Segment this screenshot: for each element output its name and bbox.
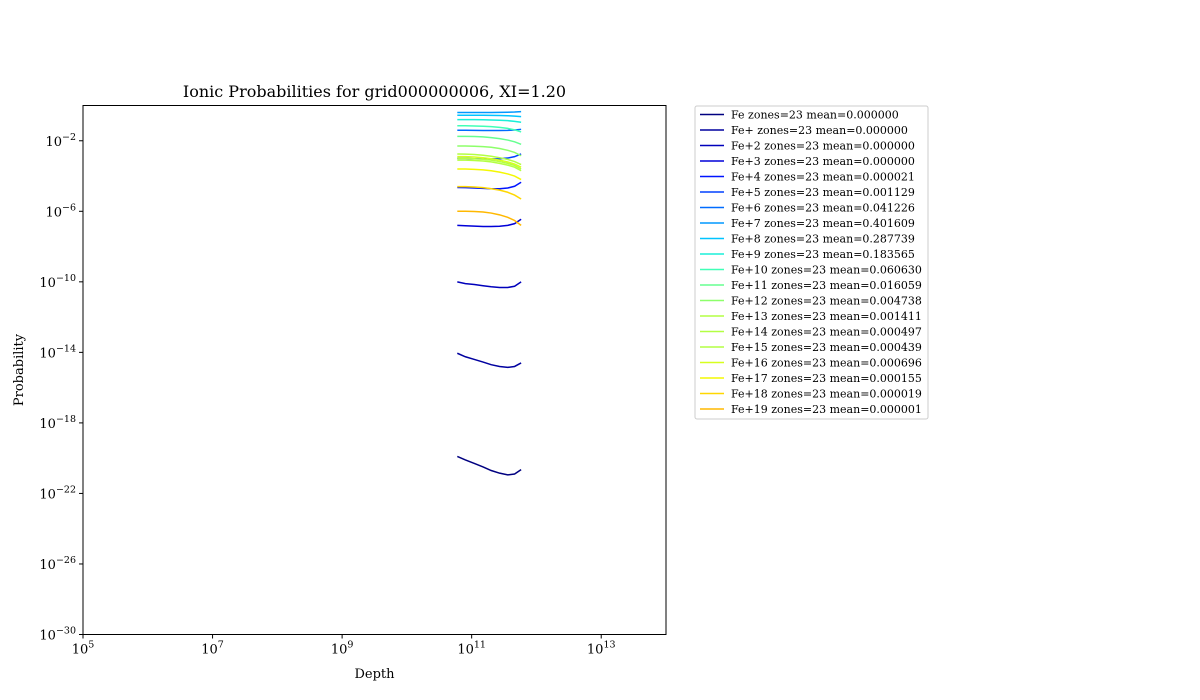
series-line (457, 135, 522, 145)
series-line (457, 352, 522, 369)
series-line (457, 155, 522, 168)
series-line (457, 185, 522, 200)
x-tick-label: 107 (201, 640, 224, 658)
legend-entry: Fe+2 zones=23 mean=0.000000 (731, 140, 915, 153)
legend-entry: Fe+10 zones=23 mean=0.060630 (731, 264, 922, 277)
series-line (457, 125, 522, 133)
legend-entry: Fe+ zones=23 mean=0.000000 (731, 124, 908, 137)
series-line (457, 159, 522, 172)
y-axis-label: Probability (12, 333, 27, 406)
legend-entry: Fe+17 zones=23 mean=0.000155 (731, 372, 922, 385)
x-tick-label: 105 (72, 640, 95, 658)
legend-entry: Fe+4 zones=23 mean=0.000021 (731, 171, 915, 184)
series-lines (457, 110, 522, 476)
x-axis-label: Depth (354, 667, 395, 682)
series-line (457, 114, 522, 118)
legend-entry: Fe+16 zones=23 mean=0.000696 (731, 357, 922, 370)
legend-entry: Fe+19 zones=23 mean=0.000001 (731, 403, 922, 416)
legend-entry: Fe+13 zones=23 mean=0.001411 (731, 310, 922, 323)
plot-frame (82, 105, 667, 635)
legend-entry: Fe+12 zones=23 mean=0.004738 (731, 295, 922, 308)
legend-entry: Fe+6 zones=23 mean=0.041226 (731, 202, 915, 215)
legend-entry: Fe+3 zones=23 mean=0.000000 (731, 155, 915, 168)
legend: Fe zones=23 mean=0.000000 Fe+ zones=23 me… (694, 105, 929, 420)
series-line (457, 145, 522, 157)
y-tick-label: 10−2 (45, 132, 76, 150)
y-tick-label: 10−10 (39, 273, 76, 291)
legend-entry: Fe+14 zones=23 mean=0.000497 (731, 326, 922, 339)
legend-entry: Fe+11 zones=23 mean=0.016059 (731, 279, 922, 292)
y-tick-label: 10−6 (45, 202, 76, 220)
legend-entry: Fe+7 zones=23 mean=0.401609 (731, 217, 915, 230)
legend-entry: Fe+8 zones=23 mean=0.287739 (731, 233, 915, 246)
legend-entry: Fe+15 zones=23 mean=0.000439 (731, 341, 922, 354)
series-line (457, 157, 522, 170)
y-tick-label: 10−26 (39, 555, 76, 573)
chart-title: Ionic Probabilities for grid000000006, X… (183, 82, 566, 101)
y-tick-label: 10−14 (39, 343, 76, 361)
series-line (457, 210, 522, 227)
series-line (457, 128, 522, 132)
y-tick-label: 10−22 (39, 484, 76, 502)
plot-area (82, 105, 667, 635)
legend-box (694, 105, 929, 420)
series-line (457, 281, 522, 289)
series-line (457, 153, 522, 166)
x-tick-label: 1013 (587, 640, 616, 658)
legend-entry: Fe+5 zones=23 mean=0.001129 (731, 186, 915, 199)
x-axis-ticks: 105 107 109 1011 1013 (72, 634, 616, 658)
series-line (457, 118, 522, 123)
legend-entry: Fe zones=23 mean=0.000000 (731, 109, 899, 122)
legend-entry: Fe+18 zones=23 mean=0.000019 (731, 388, 922, 401)
series-line (457, 168, 522, 181)
y-axis-ticks: 10−30 10−26 10−22 10−18 10−14 10−10 10−6 10−2 (39, 132, 83, 644)
x-tick-label: 109 (331, 640, 354, 658)
series-line (457, 218, 522, 228)
legend-entry: Fe+9 zones=23 mean=0.183565 (731, 248, 915, 261)
x-tick-label: 1011 (457, 640, 486, 658)
series-line (457, 110, 522, 114)
y-tick-label: 10−30 (39, 626, 76, 644)
series-line (457, 455, 522, 476)
y-tick-label: 10−18 (39, 414, 76, 432)
